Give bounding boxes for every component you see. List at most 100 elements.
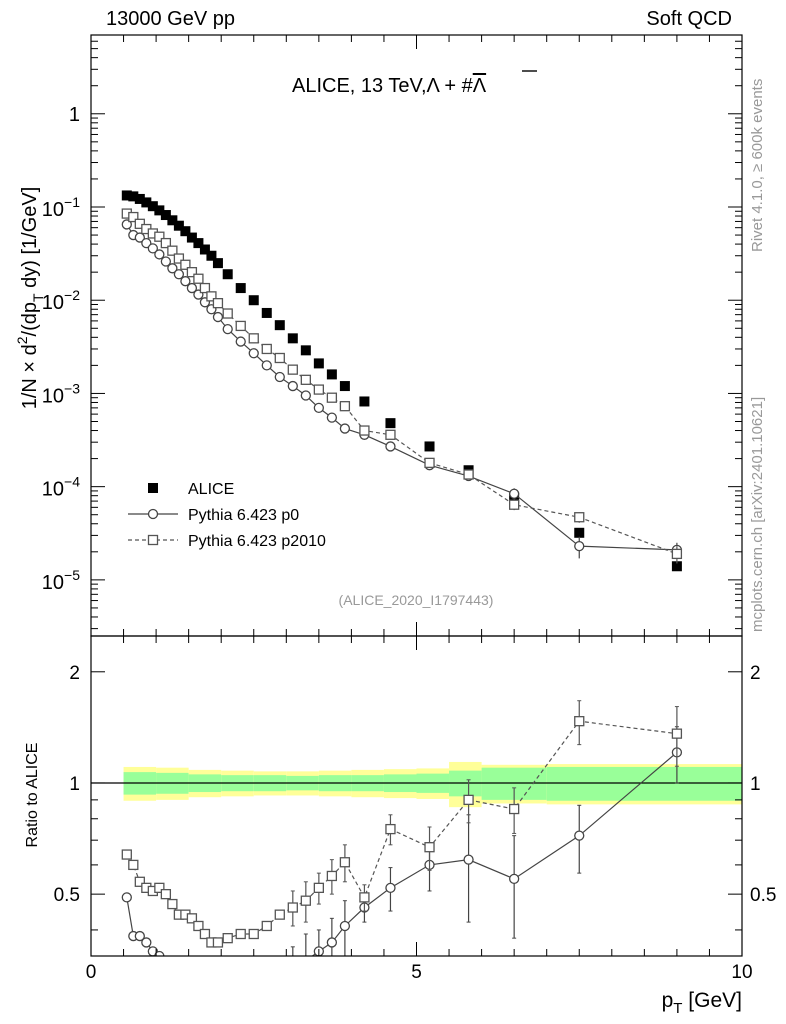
legend-label: Pythia 6.423 p2010 (188, 533, 326, 550)
x-tick-label: 10 (731, 962, 752, 983)
data-point (248, 333, 259, 344)
ratio-point (463, 794, 474, 806)
ratio-point (236, 988, 245, 997)
ratio-point (200, 988, 209, 997)
data-point (300, 374, 311, 385)
data-point (326, 412, 338, 423)
data-point (147, 201, 158, 212)
ratio-point (508, 803, 520, 815)
data-point (206, 291, 217, 302)
legend-label: Pythia 6.423 p0 (188, 507, 299, 524)
ratio-point (154, 882, 165, 894)
text-layer: 0 5 10 1 10−1 10−2 10−3 10−4 10−5 0.5 0.5 1 1 2 2 ALICE… (14, 70, 776, 1017)
data-point (154, 231, 165, 242)
ratio-point (313, 882, 325, 894)
data-point (424, 457, 435, 469)
data-point (574, 541, 585, 552)
x-tick-label: 0 (86, 962, 97, 983)
data-point (199, 244, 210, 255)
data-point (235, 320, 246, 332)
ratio-point (194, 983, 203, 992)
ratio-point (181, 977, 190, 986)
series-data (121, 190, 682, 572)
data-point (154, 205, 165, 216)
data-point (186, 282, 198, 294)
ratio-point (359, 892, 370, 903)
ratio-point (248, 928, 259, 940)
data-point (313, 402, 325, 414)
data-point (147, 243, 158, 254)
ratio-point (141, 937, 152, 948)
data-point (509, 488, 520, 499)
data-point (128, 191, 139, 202)
data-point (671, 561, 682, 572)
ratio-y-tick-label: 2 (750, 663, 761, 684)
data-point (274, 352, 285, 364)
x-tick-label: 5 (411, 962, 422, 983)
chart-title: ALICE, 13 TeV,Λ + #Λ (292, 75, 487, 97)
data-point (248, 295, 259, 306)
data-point (141, 237, 152, 249)
data-point (160, 256, 172, 267)
ratio-point (274, 909, 285, 920)
band-inner (546, 766, 742, 801)
ratio-point (167, 898, 178, 910)
data-point (212, 258, 223, 269)
ratio-point (134, 930, 145, 942)
y-tick-label: 1 (69, 104, 80, 126)
data-point (222, 308, 233, 319)
ratio-point (235, 928, 246, 940)
series-layer (121, 190, 683, 1004)
data-point (287, 333, 298, 344)
data-point (160, 237, 172, 249)
ratio-line (126, 720, 677, 944)
ratio-plot-area (121, 700, 683, 1004)
data-point (206, 250, 217, 261)
data-point (274, 371, 285, 383)
ratio-point (121, 892, 132, 903)
ratio-point (223, 995, 232, 1004)
data-point (574, 527, 585, 538)
ratio-point (207, 988, 216, 997)
data-point (261, 360, 272, 371)
data-point (222, 269, 233, 280)
y-tick-label: 10−5 (42, 567, 80, 594)
ratio-y-tick-label: 2 (69, 663, 80, 684)
legend-item-data: ALICE (148, 481, 234, 498)
ratio-point (303, 955, 308, 956)
data-point (167, 245, 178, 256)
data-point (180, 259, 191, 270)
ratio-point (186, 913, 198, 924)
data-point (193, 238, 204, 249)
data-point (134, 218, 145, 229)
main-plot-area (121, 190, 683, 572)
data-point (313, 358, 324, 369)
ratio-point (121, 849, 132, 860)
ratio-uncertainty-bands (123, 761, 742, 808)
data-point (574, 512, 585, 523)
legend-marker (147, 534, 159, 546)
data-point (261, 307, 272, 318)
ratio-point (262, 988, 271, 997)
ratio-point (213, 995, 222, 1004)
data-point (339, 423, 351, 434)
data-point (180, 226, 191, 237)
ratio-point (249, 988, 258, 997)
ratio-point (288, 966, 297, 975)
data-point (463, 469, 474, 480)
ratio-y-axis-label: Ratio to ALICE (24, 743, 41, 848)
ratio-point (385, 882, 396, 894)
data-point (261, 343, 272, 355)
ratio-point (300, 895, 311, 906)
data-point (385, 441, 396, 452)
y-axis-label: 1/N × d2/(dpT dy) [1/GeV] (14, 187, 46, 410)
ratio-point (339, 920, 351, 932)
header-left: 13000 GeV pp (106, 8, 235, 30)
ratio-point (385, 823, 396, 835)
ratio-point (326, 937, 338, 948)
ratio-y-tick-label: 1 (69, 774, 80, 795)
ratio-point (161, 961, 170, 970)
data-point (287, 380, 298, 392)
ratio-y-tick-label: 1 (750, 774, 761, 795)
